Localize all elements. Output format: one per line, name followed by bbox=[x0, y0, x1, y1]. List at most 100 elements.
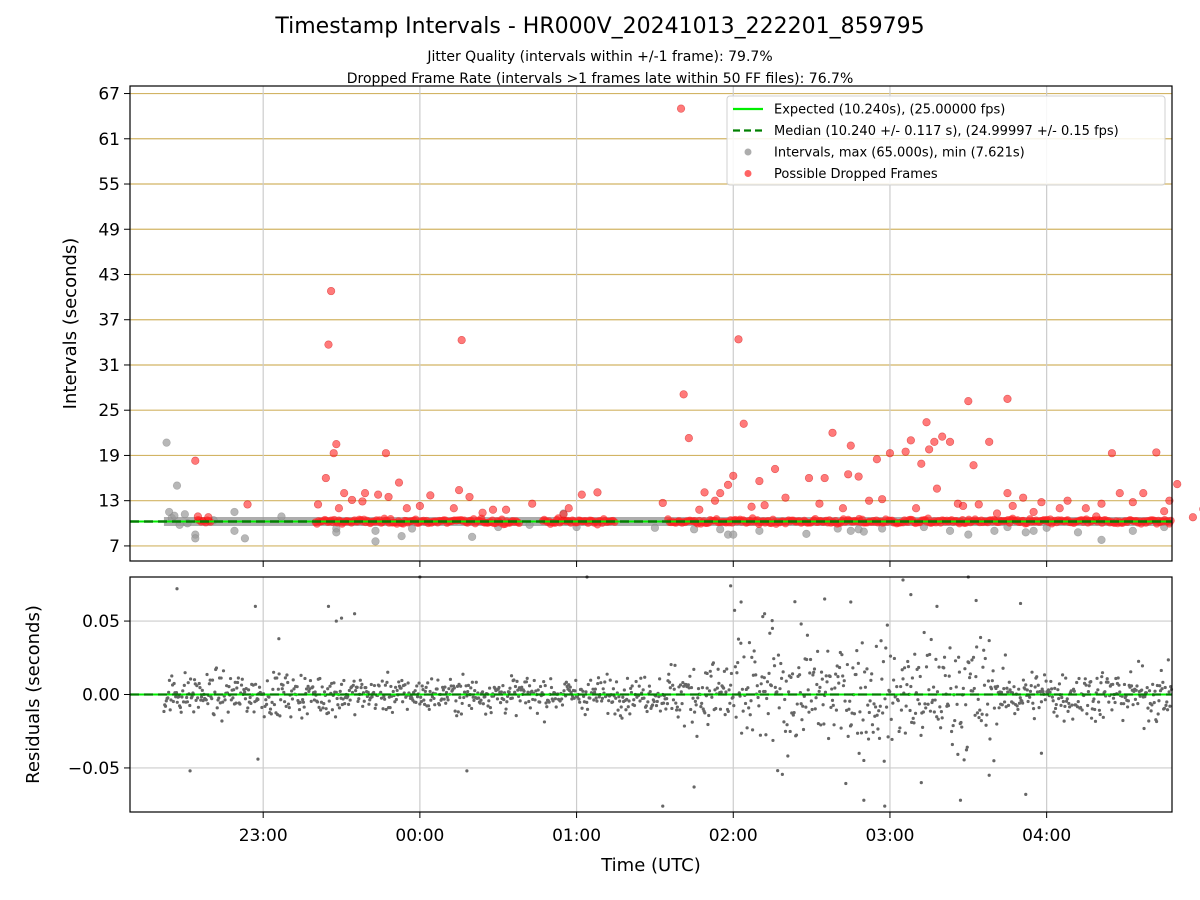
residual-point bbox=[219, 676, 223, 680]
residual-point bbox=[890, 737, 894, 742]
residual-point bbox=[167, 690, 171, 694]
residual-point bbox=[322, 690, 327, 694]
residual-outlier-point bbox=[256, 757, 260, 761]
residual-point bbox=[632, 698, 636, 702]
residual-point bbox=[1070, 703, 1074, 707]
residual-point bbox=[809, 699, 813, 703]
residual-point bbox=[967, 661, 971, 665]
residual-point bbox=[715, 686, 719, 690]
dropped-frame-point bbox=[974, 500, 983, 509]
residual-point bbox=[308, 678, 313, 683]
residual-point bbox=[852, 712, 857, 716]
dropped-frame-point bbox=[760, 501, 769, 510]
residual-point bbox=[841, 684, 846, 688]
residual-point bbox=[948, 646, 952, 650]
residual-point bbox=[1071, 717, 1075, 721]
legend-intervals-swatch bbox=[744, 148, 752, 156]
residual-point bbox=[406, 681, 410, 685]
residual-outlier-point bbox=[770, 626, 775, 631]
dropped-frame-point bbox=[593, 488, 602, 497]
residual-point bbox=[917, 702, 922, 706]
residual-point bbox=[968, 672, 972, 676]
residual-point bbox=[283, 700, 287, 704]
residual-point bbox=[1018, 696, 1022, 700]
residual-point bbox=[927, 688, 931, 692]
residual-point bbox=[703, 711, 707, 715]
residual-point bbox=[326, 687, 330, 691]
residual-point bbox=[525, 676, 529, 680]
residual-point bbox=[286, 702, 291, 706]
residual-point bbox=[1097, 708, 1101, 712]
residual-point bbox=[574, 678, 578, 682]
residuals-y-tick-label: −0.05 bbox=[68, 759, 120, 779]
residual-point bbox=[185, 700, 190, 704]
residual-point bbox=[351, 683, 355, 687]
residual-point bbox=[882, 759, 886, 763]
residual-point bbox=[1059, 703, 1063, 707]
residual-point bbox=[857, 751, 861, 755]
residuals-x-tick-label: 23:00 bbox=[239, 826, 288, 846]
residual-point bbox=[881, 711, 885, 715]
residual-point bbox=[447, 687, 451, 691]
residual-point bbox=[446, 698, 450, 702]
residual-point bbox=[524, 701, 528, 705]
residual-point bbox=[586, 682, 590, 687]
residual-point bbox=[764, 733, 768, 737]
residual-point bbox=[918, 674, 922, 679]
residual-point bbox=[1080, 708, 1084, 712]
residual-point bbox=[185, 695, 189, 700]
residual-point bbox=[1161, 680, 1165, 684]
residual-point bbox=[243, 697, 248, 701]
dropped-frame-point bbox=[938, 432, 947, 441]
residual-point bbox=[422, 702, 427, 707]
residual-point bbox=[1165, 700, 1169, 704]
residual-point bbox=[1007, 680, 1011, 684]
residual-point bbox=[707, 689, 712, 693]
residual-point bbox=[442, 697, 446, 701]
residual-point bbox=[281, 683, 285, 687]
residual-point bbox=[1135, 684, 1139, 688]
residual-point bbox=[1057, 682, 1062, 686]
dropped-frame-point bbox=[932, 484, 942, 493]
residual-point bbox=[1052, 710, 1056, 714]
dropped-frame-point bbox=[384, 492, 393, 502]
residual-point bbox=[665, 697, 669, 701]
residual-point bbox=[432, 696, 436, 701]
residual-point bbox=[989, 687, 994, 691]
residual-point bbox=[1053, 706, 1058, 711]
residual-point bbox=[516, 688, 520, 692]
residual-point bbox=[750, 655, 754, 659]
residual-point bbox=[200, 688, 204, 692]
residual-point bbox=[1003, 653, 1007, 657]
residual-point bbox=[605, 672, 609, 676]
residual-point bbox=[580, 706, 584, 710]
residuals-x-tick-label: 00:00 bbox=[395, 826, 444, 846]
residual-point bbox=[745, 726, 749, 730]
residual-point bbox=[975, 645, 979, 649]
residual-point bbox=[440, 697, 444, 701]
residual-point bbox=[732, 608, 737, 612]
residual-point bbox=[834, 708, 839, 712]
residual-point bbox=[470, 680, 474, 684]
dropped-frame-point bbox=[922, 418, 931, 427]
residual-point bbox=[765, 696, 769, 701]
residual-point bbox=[192, 678, 197, 682]
dropped-frame-point bbox=[358, 497, 367, 506]
dropped-frame-point bbox=[911, 504, 921, 513]
residual-point bbox=[1055, 714, 1059, 718]
residual-point bbox=[1164, 703, 1168, 707]
residual-point bbox=[1008, 688, 1012, 692]
residual-outlier-point bbox=[958, 798, 963, 802]
residual-point bbox=[682, 724, 687, 728]
residual-point bbox=[620, 716, 624, 720]
residual-point bbox=[454, 699, 458, 703]
residual-point bbox=[267, 695, 271, 699]
residual-point bbox=[1096, 688, 1100, 692]
residual-point bbox=[798, 690, 802, 695]
residual-point bbox=[1122, 682, 1127, 687]
interval-point bbox=[162, 438, 171, 447]
residual-point bbox=[797, 666, 801, 670]
dropped-frame-point bbox=[734, 335, 743, 344]
interval-point bbox=[650, 523, 660, 532]
residual-point bbox=[819, 723, 823, 727]
